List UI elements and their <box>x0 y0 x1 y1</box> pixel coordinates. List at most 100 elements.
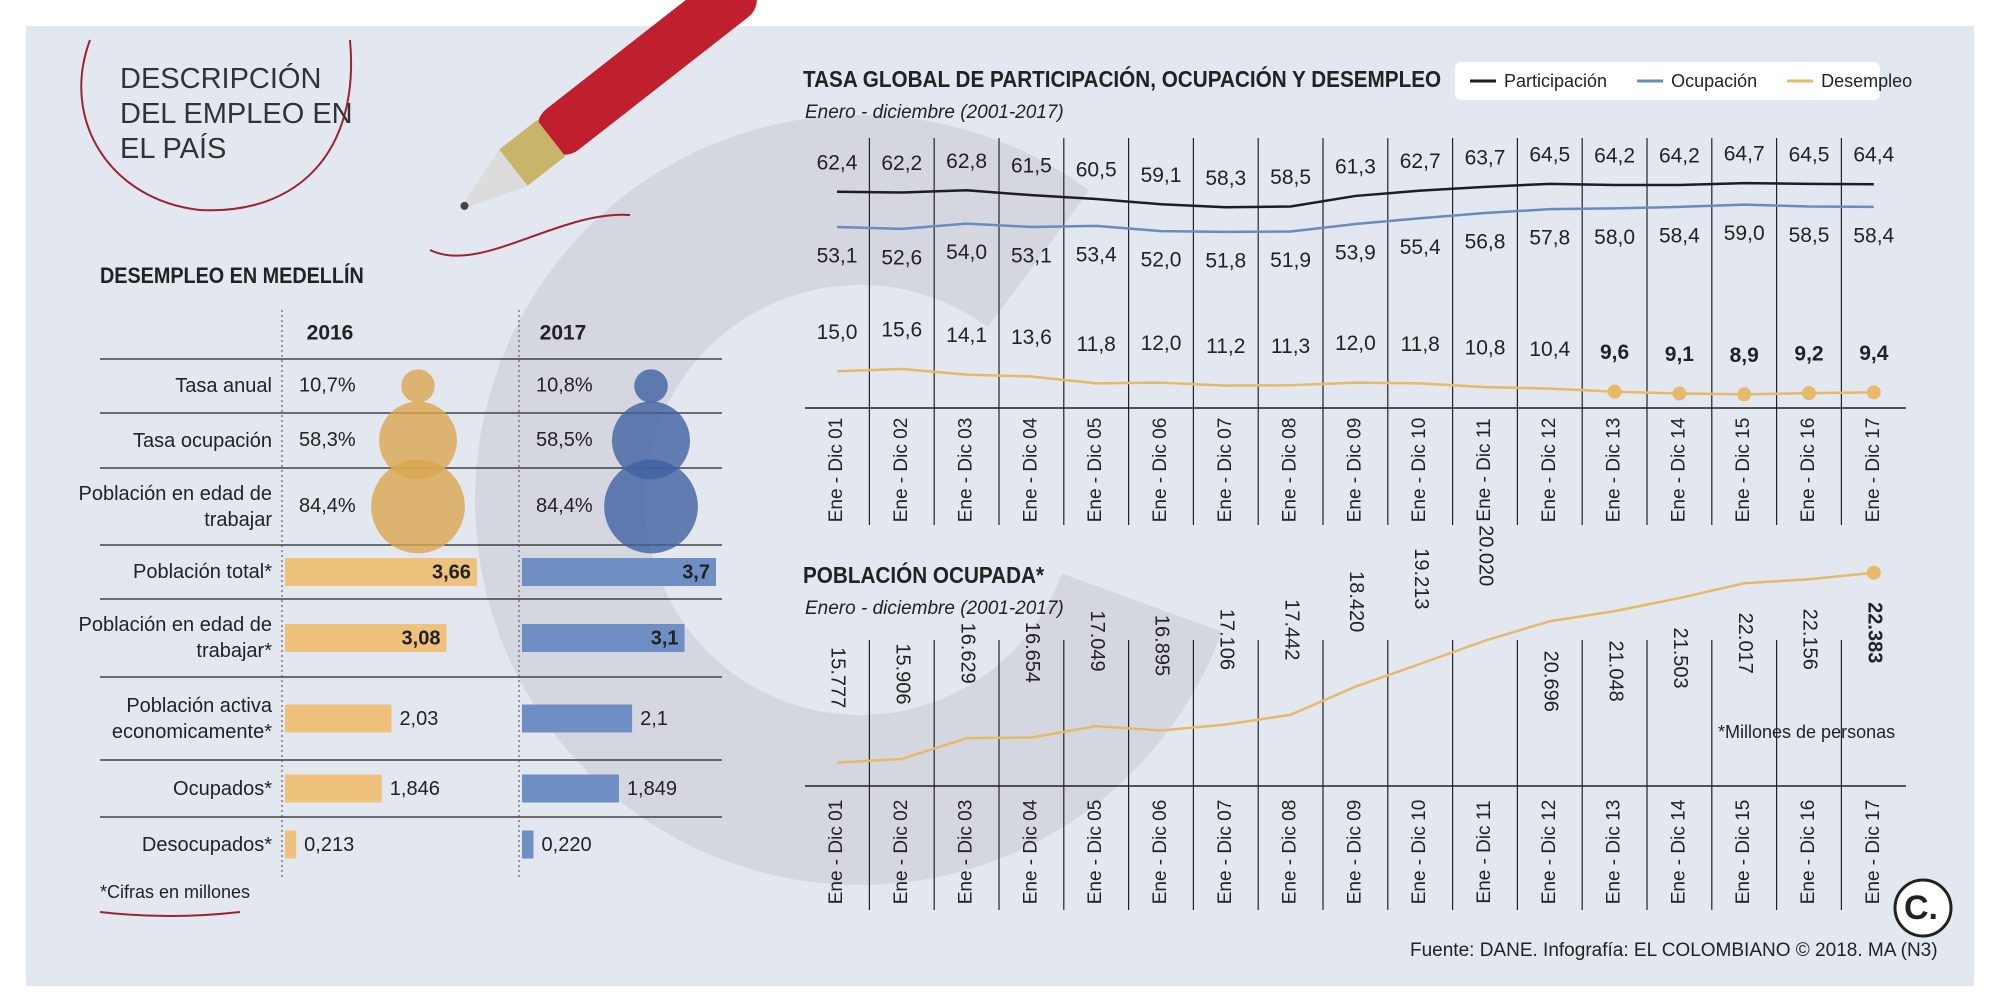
column-header: 2017 <box>540 322 587 345</box>
chart-title: TASA GLOBAL DE PARTICIPACIÓN, OCUPACIÓN … <box>803 66 1441 92</box>
x-tick-label: Ene - Dic 02 <box>891 800 912 905</box>
annotation: *Millones de personas <box>1718 722 1895 742</box>
bar <box>522 704 633 733</box>
marker <box>1737 387 1752 402</box>
value-label: 11,8 <box>1077 333 1116 356</box>
value-label: 59,0 <box>1724 222 1765 245</box>
x-tick-label: Ene - Dic 06 <box>1150 800 1171 905</box>
x-tick-label: Ene - Dic 12 <box>1539 800 1560 905</box>
bubble <box>634 369 668 403</box>
x-tick-label: Ene - Dic 10 <box>1409 418 1430 523</box>
value-label: 9,2 <box>1794 343 1823 366</box>
value-label: 10,8% <box>536 374 593 396</box>
value-label: 58,4 <box>1853 224 1894 247</box>
value-label: 64,5 <box>1789 143 1830 166</box>
value-label: 64,2 <box>1659 145 1700 168</box>
row-label: Tasa ocupación <box>133 429 272 452</box>
source: Fuente: DANE. Infografía: EL COLOMBIANO … <box>1410 940 1938 961</box>
pen <box>460 0 757 210</box>
x-tick-label: Ene - Dic 14 <box>1668 799 1689 904</box>
value-label: 51,8 <box>1205 249 1246 272</box>
value-label: 12,0 <box>1141 332 1182 355</box>
x-tick-label: Ene - Dic 15 <box>1733 418 1754 523</box>
bubble <box>379 401 457 480</box>
bubble <box>401 369 435 403</box>
row-label: Tasa anual <box>175 375 272 397</box>
x-tick-label: Ene - Dic 09 <box>1344 418 1365 523</box>
value-label: 63,7 <box>1465 146 1506 169</box>
chart-title: POBLACIÓN OCUPADA* <box>803 562 1045 588</box>
line <box>836 571 1874 764</box>
value-label: 3,1 <box>651 627 679 649</box>
x-tick-label: Ene - Dic 09 <box>1344 800 1365 905</box>
value-label: 22.017 <box>1734 613 1756 674</box>
x-tick-label: Ene - Dic 17 <box>1863 418 1884 523</box>
marker <box>1802 386 1816 401</box>
x-tick-label: Ene - Dic 03 <box>956 418 977 523</box>
value-label: 56,8 <box>1465 231 1506 254</box>
x-tick-label: Ene - Dic 05 <box>1085 800 1106 905</box>
value-label: 84,4% <box>299 495 356 517</box>
page-title: DESCRIPCIÓN DEL EMPLEO EN EL PAÍS <box>120 63 353 165</box>
value-label: 62,4 <box>817 151 858 174</box>
bar <box>285 624 447 652</box>
value-label: 22.156 <box>1799 609 1821 670</box>
column-header: 2016 <box>307 322 354 345</box>
x-tick-label: Ene - Dic 04 <box>1020 417 1041 522</box>
value-label: 22.383 <box>1864 602 1886 663</box>
x-tick-label: Ene - Dic 11 <box>1474 800 1495 903</box>
table-title: DESEMPLEO EN MEDELLÍN <box>100 264 364 288</box>
bar <box>522 624 685 652</box>
row-label: Población total* <box>133 561 272 583</box>
value-label: 2,03 <box>399 708 438 730</box>
value-label: 58,0 <box>1594 226 1635 249</box>
value-label: 59,1 <box>1141 164 1182 187</box>
legend-label: Participación <box>1504 71 1607 91</box>
x-tick-label: Ene - Dic 01 <box>826 800 847 905</box>
bar <box>285 774 382 803</box>
marker <box>1866 565 1881 580</box>
bar <box>522 558 716 586</box>
x-tick-label: Ene - Dic 16 <box>1798 418 1819 523</box>
value-label: 11,8 <box>1401 333 1440 356</box>
value-label: 15,6 <box>881 318 922 341</box>
value-label: 15.777 <box>827 647 849 708</box>
row-label: Ocupados* <box>173 777 272 800</box>
value-label: 64,5 <box>1529 143 1570 166</box>
value-label: 13,6 <box>1011 326 1052 349</box>
value-label: 2,1 <box>640 708 668 730</box>
value-label: 0,213 <box>304 834 354 856</box>
bubble <box>604 459 698 554</box>
value-label: 15,0 <box>817 321 858 344</box>
value-label: 62,7 <box>1400 150 1441 173</box>
value-label: 3,08 <box>402 627 441 649</box>
value-label: 11,2 <box>1206 335 1245 358</box>
value-label: 10,8 <box>1465 337 1506 360</box>
x-tick-label: Ene - Dic 15 <box>1733 800 1754 905</box>
x-tick-label: Ene - Dic 14 <box>1668 417 1689 522</box>
bar <box>285 830 297 859</box>
value-label: 3,7 <box>682 561 710 583</box>
value-label: 10,4 <box>1529 338 1570 361</box>
table-note: *Cifras en millones <box>100 882 250 902</box>
x-tick-label: Ene - Dic 12 <box>1539 418 1560 523</box>
legend-label: Ocupación <box>1671 71 1757 91</box>
value-label: 11,3 <box>1271 335 1310 358</box>
value-label: 64,7 <box>1724 143 1765 166</box>
x-tick-label: Ene - Dic 17 <box>1863 800 1884 905</box>
x-tick-label: Ene - Dic 16 <box>1798 800 1819 905</box>
bubble <box>371 459 465 554</box>
marker <box>1866 385 1881 400</box>
value-label: 58,3% <box>299 429 356 451</box>
value-label: 16.895 <box>1151 615 1173 676</box>
chart-subtitle: Enero - diciembre (2001-2017) <box>805 598 1064 619</box>
x-tick-label: Ene - Dic 04 <box>1020 799 1041 904</box>
value-label: 8,9 <box>1730 344 1759 367</box>
value-label: 55,4 <box>1400 236 1441 259</box>
value-label: 16.654 <box>1021 622 1043 683</box>
x-tick-label: Ene - Dic 11 <box>1474 418 1495 521</box>
x-tick-label: Ene - Dic 07 <box>1215 800 1236 905</box>
value-label: 58,4 <box>1659 224 1700 247</box>
